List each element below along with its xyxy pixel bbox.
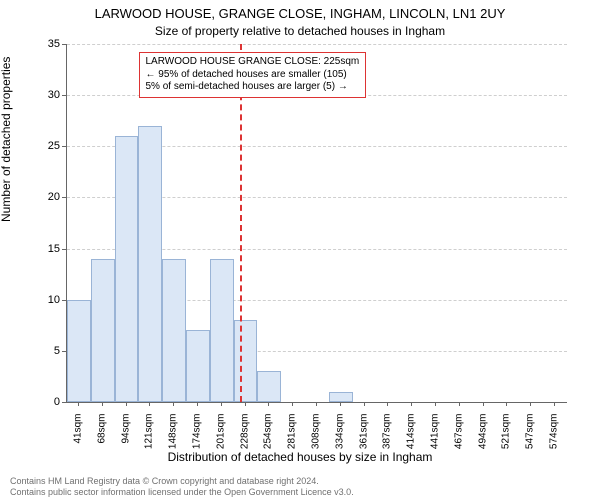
x-tick-mark xyxy=(126,402,127,406)
marker-line xyxy=(240,44,242,402)
x-tick-mark xyxy=(530,402,531,406)
y-tick-mark xyxy=(62,146,66,147)
x-tick-mark xyxy=(364,402,365,406)
x-tick-mark xyxy=(197,402,198,406)
y-tick-label: 35 xyxy=(30,38,60,50)
y-tick-mark xyxy=(62,351,66,352)
y-tick-mark xyxy=(62,249,66,250)
x-tick-mark xyxy=(435,402,436,406)
footer-line-1: Contains HM Land Registry data © Crown c… xyxy=(10,476,354,487)
histogram-bar xyxy=(138,126,162,402)
gridline xyxy=(67,44,567,45)
y-tick-label: 15 xyxy=(30,243,60,255)
histogram-bar xyxy=(67,300,91,402)
annotation-line-3: 5% of semi-detached houses are larger (5… xyxy=(146,81,360,94)
y-tick-mark xyxy=(62,402,66,403)
footer-text: Contains HM Land Registry data © Crown c… xyxy=(10,476,354,498)
x-tick-mark xyxy=(78,402,79,406)
x-tick-mark xyxy=(387,402,388,406)
histogram-bar xyxy=(234,320,258,402)
x-tick-mark xyxy=(483,402,484,406)
chart-title-sub: Size of property relative to detached ho… xyxy=(0,24,600,38)
histogram-bar xyxy=(162,259,186,402)
x-tick-mark xyxy=(554,402,555,406)
chart-container: LARWOOD HOUSE, GRANGE CLOSE, INGHAM, LIN… xyxy=(0,0,600,500)
plot-area xyxy=(66,44,567,403)
x-tick-mark xyxy=(506,402,507,406)
histogram-bar xyxy=(257,371,281,402)
annotation-line-2: ← 95% of detached houses are smaller (10… xyxy=(146,69,360,82)
x-tick-mark xyxy=(316,402,317,406)
y-tick-mark xyxy=(62,300,66,301)
x-tick-mark xyxy=(245,402,246,406)
y-tick-label: 25 xyxy=(30,140,60,152)
x-tick-mark xyxy=(221,402,222,406)
histogram-bar xyxy=(91,259,115,402)
x-tick-mark xyxy=(268,402,269,406)
y-tick-mark xyxy=(62,44,66,45)
y-tick-label: 5 xyxy=(30,345,60,357)
y-tick-label: 30 xyxy=(30,89,60,101)
y-tick-label: 0 xyxy=(30,396,60,408)
y-axis-title: Number of detached properties xyxy=(0,57,13,222)
x-tick-mark xyxy=(459,402,460,406)
x-axis-title: Distribution of detached houses by size … xyxy=(0,450,600,464)
annotation-box: LARWOOD HOUSE GRANGE CLOSE: 225sqm ← 95%… xyxy=(139,52,367,98)
footer-line-2: Contains public sector information licen… xyxy=(10,487,354,498)
y-tick-mark xyxy=(62,95,66,96)
x-tick-mark xyxy=(292,402,293,406)
x-tick-mark xyxy=(173,402,174,406)
y-tick-label: 10 xyxy=(30,294,60,306)
x-tick-mark xyxy=(149,402,150,406)
annotation-line-1: LARWOOD HOUSE GRANGE CLOSE: 225sqm xyxy=(146,56,360,69)
histogram-bar xyxy=(210,259,234,402)
histogram-bar xyxy=(329,392,353,402)
histogram-bar xyxy=(115,136,139,402)
histogram-bar xyxy=(186,330,210,402)
x-tick-mark xyxy=(340,402,341,406)
x-tick-mark xyxy=(411,402,412,406)
y-tick-mark xyxy=(62,197,66,198)
x-tick-mark xyxy=(102,402,103,406)
y-tick-label: 20 xyxy=(30,191,60,203)
chart-title-main: LARWOOD HOUSE, GRANGE CLOSE, INGHAM, LIN… xyxy=(0,6,600,21)
